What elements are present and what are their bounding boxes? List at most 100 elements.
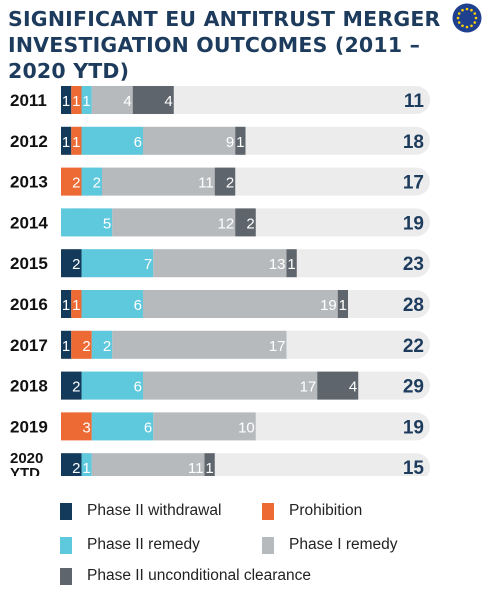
bar-segment	[235, 126, 246, 155]
segment-value-label: 1	[287, 256, 295, 273]
segment-value-label: 1	[72, 93, 80, 110]
total-value-label: 29	[403, 377, 424, 398]
eu-star	[457, 12, 461, 15]
bar-segment	[81, 290, 143, 318]
category-label: 2020 YTD	[10, 450, 43, 476]
segment-value-label: 1	[82, 93, 90, 110]
bar-segment	[61, 290, 72, 318]
bar-segment	[214, 167, 236, 196]
segment-value-label: 12	[218, 215, 235, 232]
eu-star	[465, 25, 469, 29]
segment-value-label: 1	[72, 297, 80, 314]
eu-star	[473, 21, 477, 24]
eu-star	[461, 24, 464, 28]
category-label: 2017	[10, 336, 48, 355]
eu-star	[470, 8, 473, 12]
eu-star	[473, 12, 477, 15]
legend-label: Prohibition	[289, 502, 363, 519]
bar-segment	[337, 290, 348, 318]
segment-value-label: 2	[72, 256, 80, 273]
segment-value-label: 2	[82, 338, 90, 355]
legend-item-phase-i-remedy: Phase I remedy	[262, 536, 398, 554]
bar-segment	[61, 86, 72, 114]
segment-value-label: 2	[103, 338, 111, 355]
bar-segment	[71, 86, 82, 114]
bar-segment	[204, 453, 215, 476]
legend-item-phase-ii-withdrawal: Phase II withdrawal	[60, 502, 221, 520]
segment-value-label: 6	[134, 379, 142, 396]
bar-segment	[61, 126, 72, 155]
bar-segment	[61, 371, 82, 400]
legend-label: Phase II remedy	[87, 536, 200, 553]
eu-star	[470, 24, 473, 28]
segment-value-label: 3	[82, 419, 90, 436]
bar-segment	[81, 249, 154, 278]
total-value-label: 19	[403, 417, 424, 438]
segment-value-label: 1	[62, 297, 70, 314]
segment-value-label: 9	[226, 134, 234, 151]
segment-value-label: 4	[123, 93, 131, 110]
segment-value-label: 19	[320, 297, 337, 314]
legend-label: Phase II unconditional clearance	[87, 567, 312, 584]
eu-flag-icon	[452, 3, 482, 33]
bar-segment	[81, 371, 143, 400]
eu-star	[456, 16, 460, 20]
segment-value-label: 2	[93, 175, 101, 192]
legend-swatch	[60, 536, 72, 554]
bar-segment	[61, 412, 92, 441]
segment-value-label: 11	[188, 460, 204, 476]
segment-value-label: 2	[226, 175, 234, 192]
segment-value-label: 1	[205, 460, 213, 476]
legend-label: Phase II withdrawal	[87, 502, 222, 519]
bar-segment	[71, 330, 92, 359]
segment-value-label: 6	[144, 419, 152, 436]
bar-segment	[91, 453, 205, 476]
total-value-label: 23	[403, 254, 424, 275]
total-value-label: 22	[403, 336, 424, 357]
legend-swatch	[262, 536, 274, 554]
segment-value-label: 4	[164, 93, 172, 110]
segment-value-label: 2	[72, 460, 80, 476]
segment-value-label: 1	[82, 460, 90, 476]
bar-segment	[91, 86, 133, 114]
category-label: 2011	[10, 91, 47, 110]
category-label: 2018	[10, 377, 48, 396]
category-label: 2016	[10, 295, 48, 314]
bar-segment	[286, 249, 297, 278]
legend-item-prohibition: Prohibition	[262, 502, 362, 520]
eu-star	[457, 21, 461, 24]
segment-value-label: 4	[349, 379, 357, 396]
bar-segment	[132, 86, 174, 114]
segment-value-label: 2	[72, 379, 80, 396]
bar-segment	[61, 249, 82, 278]
category-label: 2012	[10, 132, 48, 151]
legend-swatch	[60, 567, 72, 585]
segment-value-label: 2	[72, 175, 80, 192]
total-value-label: 11	[404, 91, 425, 112]
bar-segment	[102, 167, 215, 196]
segment-value-label: 11	[198, 175, 214, 192]
bar-segment	[81, 86, 92, 114]
segment-value-label: 13	[269, 256, 286, 273]
total-value-label: 19	[403, 213, 424, 234]
bar-segment	[71, 290, 82, 318]
bar-segment	[112, 208, 236, 237]
chart-title-line-1: SIGNIFICANT EU ANTITRUST MERGER	[8, 7, 441, 31]
bar-segment	[61, 208, 113, 237]
bar-segment	[153, 412, 256, 441]
total-value-label: 18	[403, 132, 424, 153]
segment-value-label: 1	[72, 134, 80, 151]
segment-value-label: 1	[236, 134, 244, 151]
total-value-label: 17	[403, 173, 424, 194]
total-value-label: 28	[403, 295, 424, 316]
segment-value-label: 17	[269, 338, 286, 355]
total-value-label: 15	[403, 458, 425, 476]
bar-segment	[143, 126, 236, 155]
chart-title-line-2: INVESTIGATION OUTCOMES (2011 – 2020 YTD)	[8, 33, 421, 83]
eu-star	[461, 8, 464, 12]
bar-segment	[235, 208, 256, 237]
segment-value-label: 10	[238, 419, 255, 436]
eu-star	[474, 16, 478, 20]
bar-segment	[81, 126, 143, 155]
